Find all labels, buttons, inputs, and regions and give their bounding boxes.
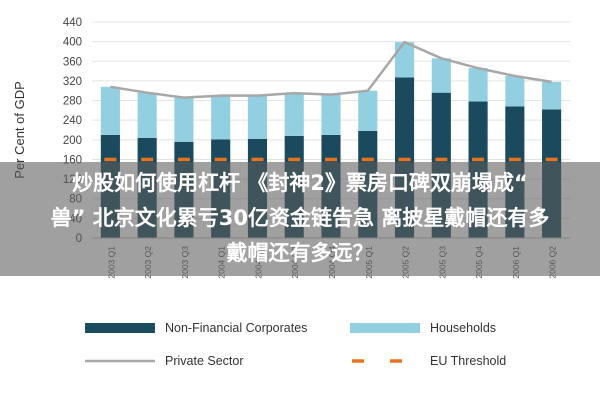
legend-label-households: Households bbox=[430, 321, 497, 335]
y-tick-label: 200 bbox=[63, 135, 82, 147]
line-private-sector bbox=[110, 40, 552, 99]
y-tick-label: 240 bbox=[63, 115, 82, 127]
y-tick-label: 440 bbox=[63, 17, 82, 29]
bar-households bbox=[505, 76, 525, 107]
legend-item-private: Private Sector bbox=[85, 351, 244, 371]
legend-swatch-eu bbox=[352, 359, 418, 363]
legend-label-eu: EU Threshold bbox=[430, 354, 507, 368]
headline-line-3: 戴帽还有多远？ bbox=[226, 241, 374, 265]
bar-households bbox=[247, 95, 268, 139]
bar-households bbox=[284, 93, 304, 136]
bar-households bbox=[358, 90, 378, 131]
y-tick-label: 320 bbox=[63, 76, 82, 88]
chart-legend: Non-Financial Corporates Households Priv… bbox=[0, 305, 600, 400]
bar-households bbox=[468, 68, 488, 102]
bar-households bbox=[542, 81, 562, 110]
y-tick-label: 360 bbox=[63, 56, 82, 68]
y-tick-label: 400 bbox=[63, 37, 82, 49]
bar-households bbox=[321, 94, 341, 135]
legend-label-private: Private Sector bbox=[165, 354, 244, 368]
headline-overlay bbox=[0, 162, 600, 276]
legend-label-nfc: Non-Financial Corporates bbox=[165, 321, 308, 335]
bar-households bbox=[137, 92, 157, 138]
bar-households bbox=[394, 42, 415, 78]
legend-swatch-private bbox=[85, 359, 155, 363]
legend-swatch-nfc bbox=[85, 323, 155, 333]
bar-households bbox=[100, 86, 120, 135]
y-tick-label: 280 bbox=[63, 96, 82, 108]
y-axis-label: Per Cent of GDP bbox=[12, 81, 27, 179]
headline-line-1: 炒股如何使用杠杆 《封神2》票房口碑双崩塌成“ bbox=[72, 171, 528, 195]
legend-swatch-households bbox=[350, 323, 420, 333]
bar-households bbox=[211, 95, 231, 140]
bar-households bbox=[431, 58, 451, 93]
legend-item-nfc: Non-Financial Corporates bbox=[85, 318, 307, 338]
legend-item-households: Households bbox=[350, 318, 496, 338]
headline-line-2: 兽” 北京文化累亏30亿资金链告急 离披星戴帽还有多 bbox=[50, 206, 550, 230]
bar-households bbox=[174, 97, 194, 142]
legend-item-eu: EU Threshold bbox=[350, 351, 506, 371]
